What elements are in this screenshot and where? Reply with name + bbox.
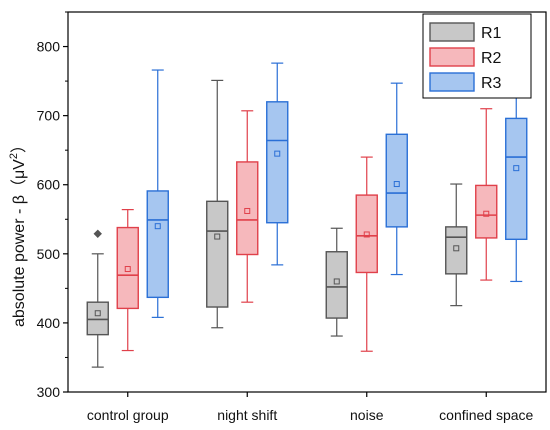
mean-marker [483, 210, 490, 217]
box-R2-2 [355, 156, 378, 352]
y-axis-label-end: ） [10, 137, 28, 153]
legend-swatch-R2 [429, 47, 475, 67]
mean-marker [124, 266, 131, 273]
legend: R1 R2 R3 [422, 13, 532, 99]
mean-marker [333, 278, 340, 285]
legend-label-R2: R2 [481, 50, 502, 67]
y-tick-label: 500 [37, 246, 61, 262]
box-R3-0 [146, 69, 169, 318]
axes-group: 300 400 500 600 700 800 control group night shi… [37, 11, 547, 423]
box-iqr [505, 117, 528, 241]
mean-marker [274, 150, 281, 157]
legend-swatch-R3 [429, 72, 475, 92]
boxes-group [86, 60, 528, 368]
y-tick-label: 400 [37, 315, 61, 331]
mean-marker [513, 165, 520, 172]
box-iqr [116, 226, 139, 310]
x-tick-label: confined space [439, 407, 533, 423]
box-R3-1 [266, 62, 289, 266]
box-R1-3 [445, 183, 468, 307]
plot-frame [67, 11, 547, 393]
box-iqr [385, 133, 408, 228]
box-iqr [86, 301, 109, 336]
y-tick-label: 600 [37, 177, 61, 193]
y-axis-label-sup: 2 [8, 153, 20, 159]
x-tick-label: noise [350, 407, 384, 423]
outlier-point [93, 229, 102, 238]
x-tick-label: control group [87, 407, 169, 423]
box-iqr [206, 200, 229, 308]
y-tick-label: 800 [37, 39, 61, 55]
box-iqr [266, 101, 289, 224]
box-R2-1 [236, 110, 259, 303]
box-R3-2 [385, 82, 408, 276]
y-tick-label: 700 [37, 108, 61, 124]
y-axis-label: absolute power - β（μV2） [8, 137, 28, 327]
box-R1-0 [86, 229, 109, 368]
box-R3-3 [505, 60, 528, 283]
mean-marker [363, 231, 370, 238]
mean-marker [94, 310, 101, 317]
box-iqr [355, 194, 378, 274]
mean-marker [214, 233, 221, 240]
legend-label-R3: R3 [481, 75, 502, 92]
box-R1-1 [206, 79, 229, 329]
mean-marker [453, 245, 460, 252]
mean-marker [244, 207, 251, 214]
box-R2-3 [475, 108, 498, 281]
box-iqr [146, 190, 169, 299]
box-iqr [325, 251, 348, 319]
y-tick-label: 300 [37, 384, 61, 400]
legend-swatch-R1 [429, 22, 475, 42]
x-tick-label: night shift [217, 407, 277, 423]
legend-label-R1: R1 [481, 25, 502, 42]
y-axis-label-main: absolute power - β（μV [10, 159, 28, 327]
box-R1-2 [325, 227, 348, 337]
mean-marker [154, 223, 161, 230]
mean-marker [393, 181, 400, 188]
box-R2-0 [116, 209, 139, 352]
